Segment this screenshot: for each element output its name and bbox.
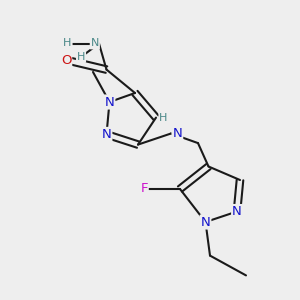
Text: O: O — [61, 53, 71, 67]
Text: H: H — [63, 38, 72, 49]
Text: N: N — [172, 127, 182, 140]
Text: N: N — [232, 205, 242, 218]
Text: N: N — [105, 95, 114, 109]
Text: H: H — [159, 113, 168, 123]
Text: H: H — [77, 52, 85, 62]
Text: F: F — [140, 182, 148, 196]
Text: N: N — [91, 38, 99, 49]
Text: N: N — [102, 128, 111, 141]
Text: N: N — [201, 215, 210, 229]
